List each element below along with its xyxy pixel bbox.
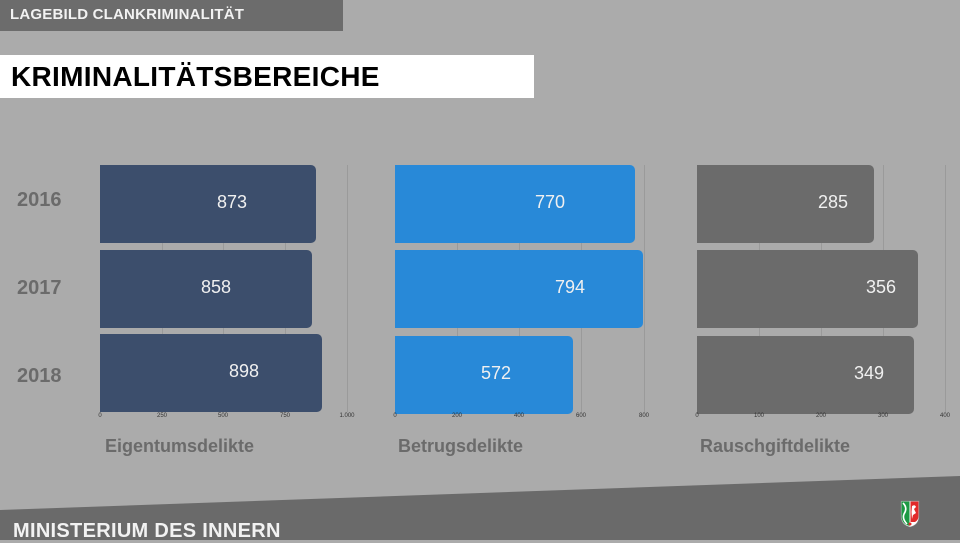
- category-label: Eigentumsdelikte: [105, 436, 255, 456]
- axis-tick: 500: [217, 413, 229, 419]
- gridline: [945, 165, 946, 412]
- bar-value: 349: [853, 363, 885, 383]
- bar-value: 356: [865, 277, 897, 297]
- chart-betrugsdelikte: 770 794 572 0 200 400 600 800: [393, 165, 650, 419]
- axis-tick: 300: [877, 413, 889, 419]
- axis-tick: 0: [393, 413, 397, 419]
- category-label: Rauschgiftdelikte: [700, 436, 851, 456]
- year-label-2016: 2016: [17, 189, 62, 211]
- bar-2016: 285: [697, 165, 874, 243]
- axis-tick: 250: [156, 413, 168, 419]
- axis-tick: 400: [939, 413, 951, 419]
- bar-value: 898: [228, 361, 260, 381]
- chart-rauschgiftdelikte: 285 356 349 0 100 200 300 400: [695, 165, 952, 419]
- bar-2018: 572: [395, 336, 573, 414]
- axis-tick: 1.000: [339, 413, 355, 419]
- year-label-2018: 2018: [17, 365, 62, 387]
- bar-2017: 858: [100, 250, 312, 328]
- bar-2016: 873: [100, 165, 316, 243]
- nrw-coat-of-arms-icon: [900, 500, 920, 528]
- bar-2018: 898: [100, 334, 322, 412]
- title-box: KRIMINALITÄTSBEREICHE: [0, 55, 534, 98]
- axis-tick: 800: [638, 413, 650, 419]
- page-title: KRIMINALITÄTSBEREICHE: [11, 61, 380, 92]
- bar-value: 770: [534, 192, 566, 212]
- kicker-text: LAGEBILD CLANKRIMINALITÄT: [10, 6, 245, 23]
- bar-value: 794: [554, 277, 586, 297]
- axis-tick: 600: [575, 413, 587, 419]
- axis-tick: 400: [513, 413, 525, 419]
- bar-2018: 349: [697, 336, 914, 414]
- category-label: Betrugsdelikte: [398, 436, 524, 456]
- bar-2016: 770: [395, 165, 635, 243]
- axis-tick: 750: [279, 413, 291, 419]
- kicker-bar: LAGEBILD CLANKRIMINALITÄT: [0, 0, 343, 31]
- gridline: [644, 165, 645, 412]
- bar-2017: 794: [395, 250, 643, 328]
- year-label-2017: 2017: [17, 277, 62, 299]
- bar-value: 873: [216, 192, 248, 212]
- axis-tick: 0: [98, 413, 102, 419]
- axis-tick: 200: [451, 413, 463, 419]
- gridline: [347, 165, 348, 412]
- bar-value: 285: [817, 192, 849, 212]
- axis-tick: 0: [695, 413, 699, 419]
- bar-2017: 356: [697, 250, 918, 328]
- axis-tick: 100: [753, 413, 765, 419]
- ministry-name: MINISTERIUM DES INNERN: [13, 520, 281, 542]
- axis-tick: 200: [815, 413, 827, 419]
- chart-eigentumsdelikte: 873 858 898 0 250 500 750 1.000: [98, 165, 355, 419]
- bar-value: 858: [200, 277, 232, 297]
- bar-value: 572: [480, 363, 512, 383]
